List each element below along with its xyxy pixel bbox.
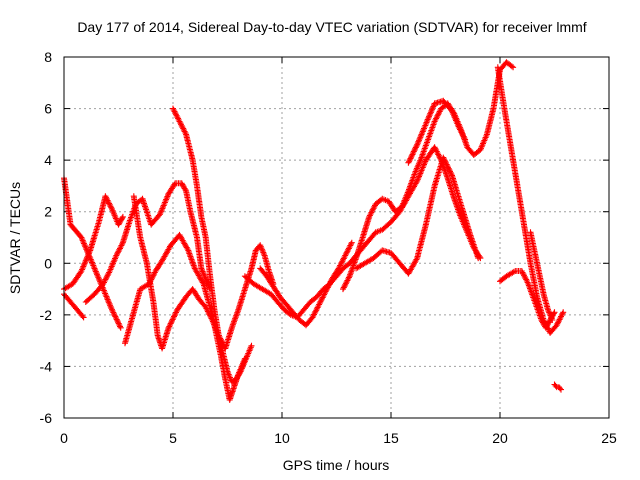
series-sat-n [497,268,558,331]
y-tick-label: 6 [44,101,52,117]
y-tick-label: 4 [44,152,52,168]
x-tick-label: 5 [169,430,177,446]
plot-frame [63,56,610,419]
x-tick-label: 15 [383,430,399,446]
y-tick-label: 8 [44,49,52,65]
series-sat-p [551,381,564,393]
data-point [551,381,564,393]
x-tick-label: 25 [601,430,617,446]
x-tick-label: 0 [60,430,68,446]
data-point [405,97,469,166]
data-point [257,239,355,329]
series-sat-f [130,193,277,352]
series-sat-i [257,239,355,329]
data-point [497,268,558,331]
series-sat-g [170,105,255,385]
y-tick-label: -2 [40,307,53,323]
y-axis-label: SDTVAR / TECUs [7,182,23,294]
chart-title: Day 177 of 2014, Sidereal Day-to-day VTE… [77,19,586,35]
x-tick-label: 20 [492,430,508,446]
y-tick-label: 2 [44,204,52,220]
grid [64,57,609,418]
ticks: 0 5 10 15 20 25 -6 -4 -2 0 2 4 6 8 [40,49,617,446]
y-tick-label: -6 [40,410,53,426]
data-point [130,193,277,352]
data-point [353,154,482,277]
series-sat-l [405,97,469,166]
series-sat-o [527,229,556,323]
data-point [527,229,556,323]
series-sat-k [353,154,482,277]
x-axis-label: GPS time / hours [283,457,390,473]
y-tick-label: 0 [44,255,52,271]
data-points [61,59,567,403]
x-tick-label: 10 [274,430,290,446]
y-tick-label: -4 [40,358,53,374]
data-point [170,105,255,385]
